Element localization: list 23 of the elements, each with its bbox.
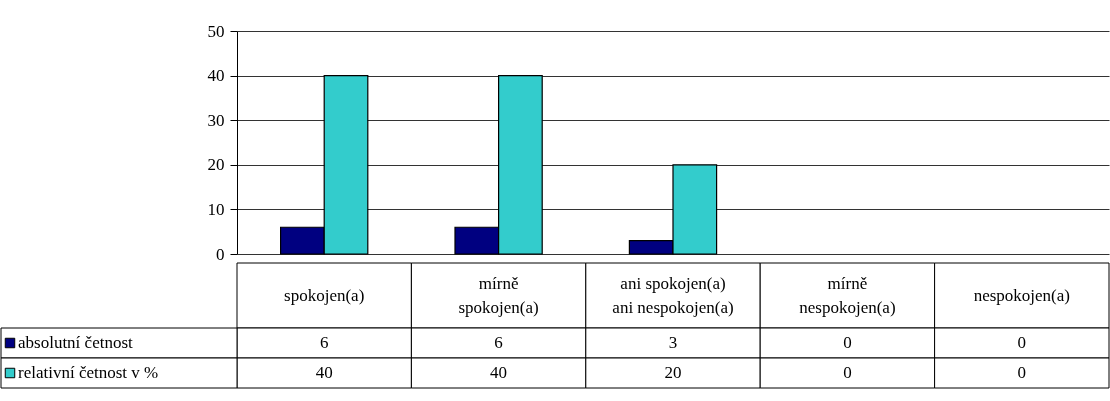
data-label: 0 [1017, 363, 1027, 382]
data-label: 0 [843, 363, 852, 382]
y-tick-label: 50 [207, 21, 225, 41]
x-tick-label: nespokojen(a) [973, 285, 1070, 305]
data-label: 40 [315, 363, 333, 382]
y-tick-label: 40 [207, 66, 225, 86]
legend-label: relativní četnost v % [18, 363, 159, 382]
y-tick-label: 30 [207, 110, 225, 130]
data-label: 0 [843, 333, 852, 352]
x-tick-label: mírně spokojen(a) [458, 273, 539, 317]
data-label: 20 [664, 363, 682, 382]
data-label: 3 [668, 333, 678, 352]
x-tick-label: mírně nespokojen(a) [799, 273, 896, 317]
data-label: 6 [494, 333, 503, 352]
y-tick-label: 0 [216, 244, 225, 264]
y-tick-label: 10 [207, 199, 225, 219]
y-tick-label: 20 [207, 155, 225, 175]
x-tick-label: spokojen(a) [284, 285, 365, 305]
data-label: 0 [1017, 333, 1027, 352]
x-tick-label: ani spokojen(a) ani nespokojen(a) [612, 273, 734, 317]
data-label: 40 [490, 363, 508, 382]
data-label: 6 [319, 333, 329, 352]
legend-label: absolutní četnost [18, 333, 134, 352]
